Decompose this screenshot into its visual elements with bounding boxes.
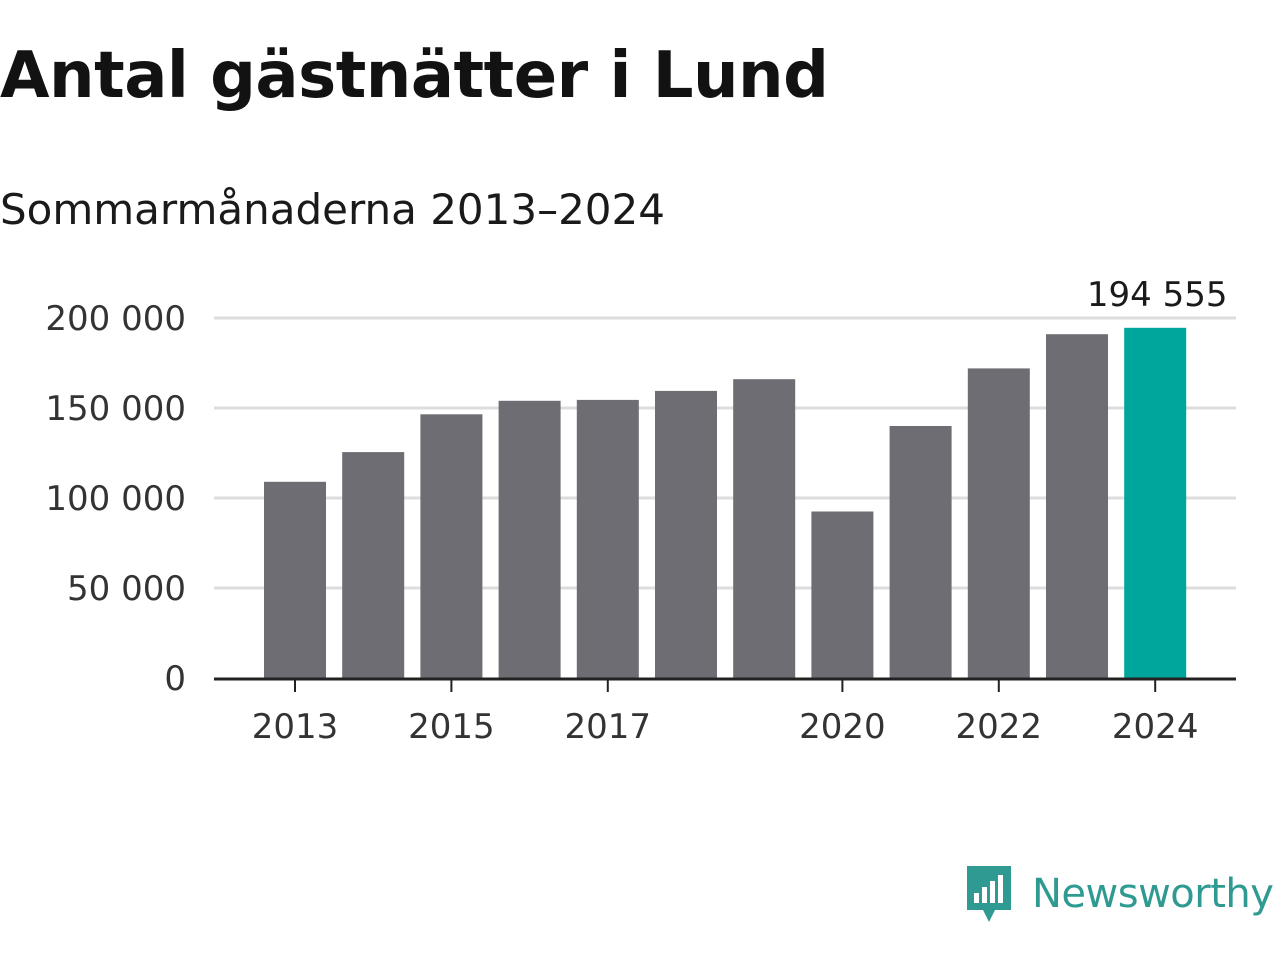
bar-2019 — [733, 379, 796, 678]
y-tick-label: 50 000 — [67, 569, 186, 609]
x-tick-label: 2024 — [1112, 707, 1199, 747]
bar-2014 — [342, 452, 405, 678]
bar-2016 — [498, 400, 561, 678]
bar-2024 — [1124, 327, 1187, 678]
axes — [214, 677, 1236, 692]
bar-2015 — [420, 414, 483, 678]
bar-2018 — [655, 390, 717, 678]
x-tick-label: 2017 — [565, 707, 652, 747]
bar-2017 — [576, 399, 639, 678]
bar-2020 — [811, 511, 874, 678]
y-tick-label: 200 000 — [45, 299, 186, 339]
y-tick-label: 100 000 — [45, 479, 186, 519]
y-tick-label: 0 — [164, 659, 186, 699]
brand-name: Newsworthy — [1032, 871, 1274, 917]
x-tick-label: 2020 — [799, 707, 886, 747]
brand-logo: Newsworthy — [964, 862, 1274, 926]
bar-2022 — [967, 368, 1030, 678]
bar-2023 — [1046, 334, 1108, 678]
bar-2021 — [889, 426, 952, 678]
x-tick-label: 2013 — [252, 707, 339, 747]
data-label: 194 555 — [1087, 275, 1228, 315]
bar-chart-speech-bubble-icon — [967, 866, 1011, 922]
chart-subtitle: Sommarmånaderna 2013–2024 — [0, 185, 665, 234]
y-tick-label: 150 000 — [45, 389, 186, 429]
x-tick-label: 2022 — [956, 707, 1043, 747]
x-tick-label: 2015 — [408, 707, 495, 747]
bar-2013 — [264, 481, 326, 678]
chart-title: Antal gästnätter i Lund — [0, 39, 829, 113]
bars — [264, 327, 1187, 678]
labels: 0 50 000 100 000 150 000 200 000 2013 2015 2017… — [45, 275, 1227, 747]
